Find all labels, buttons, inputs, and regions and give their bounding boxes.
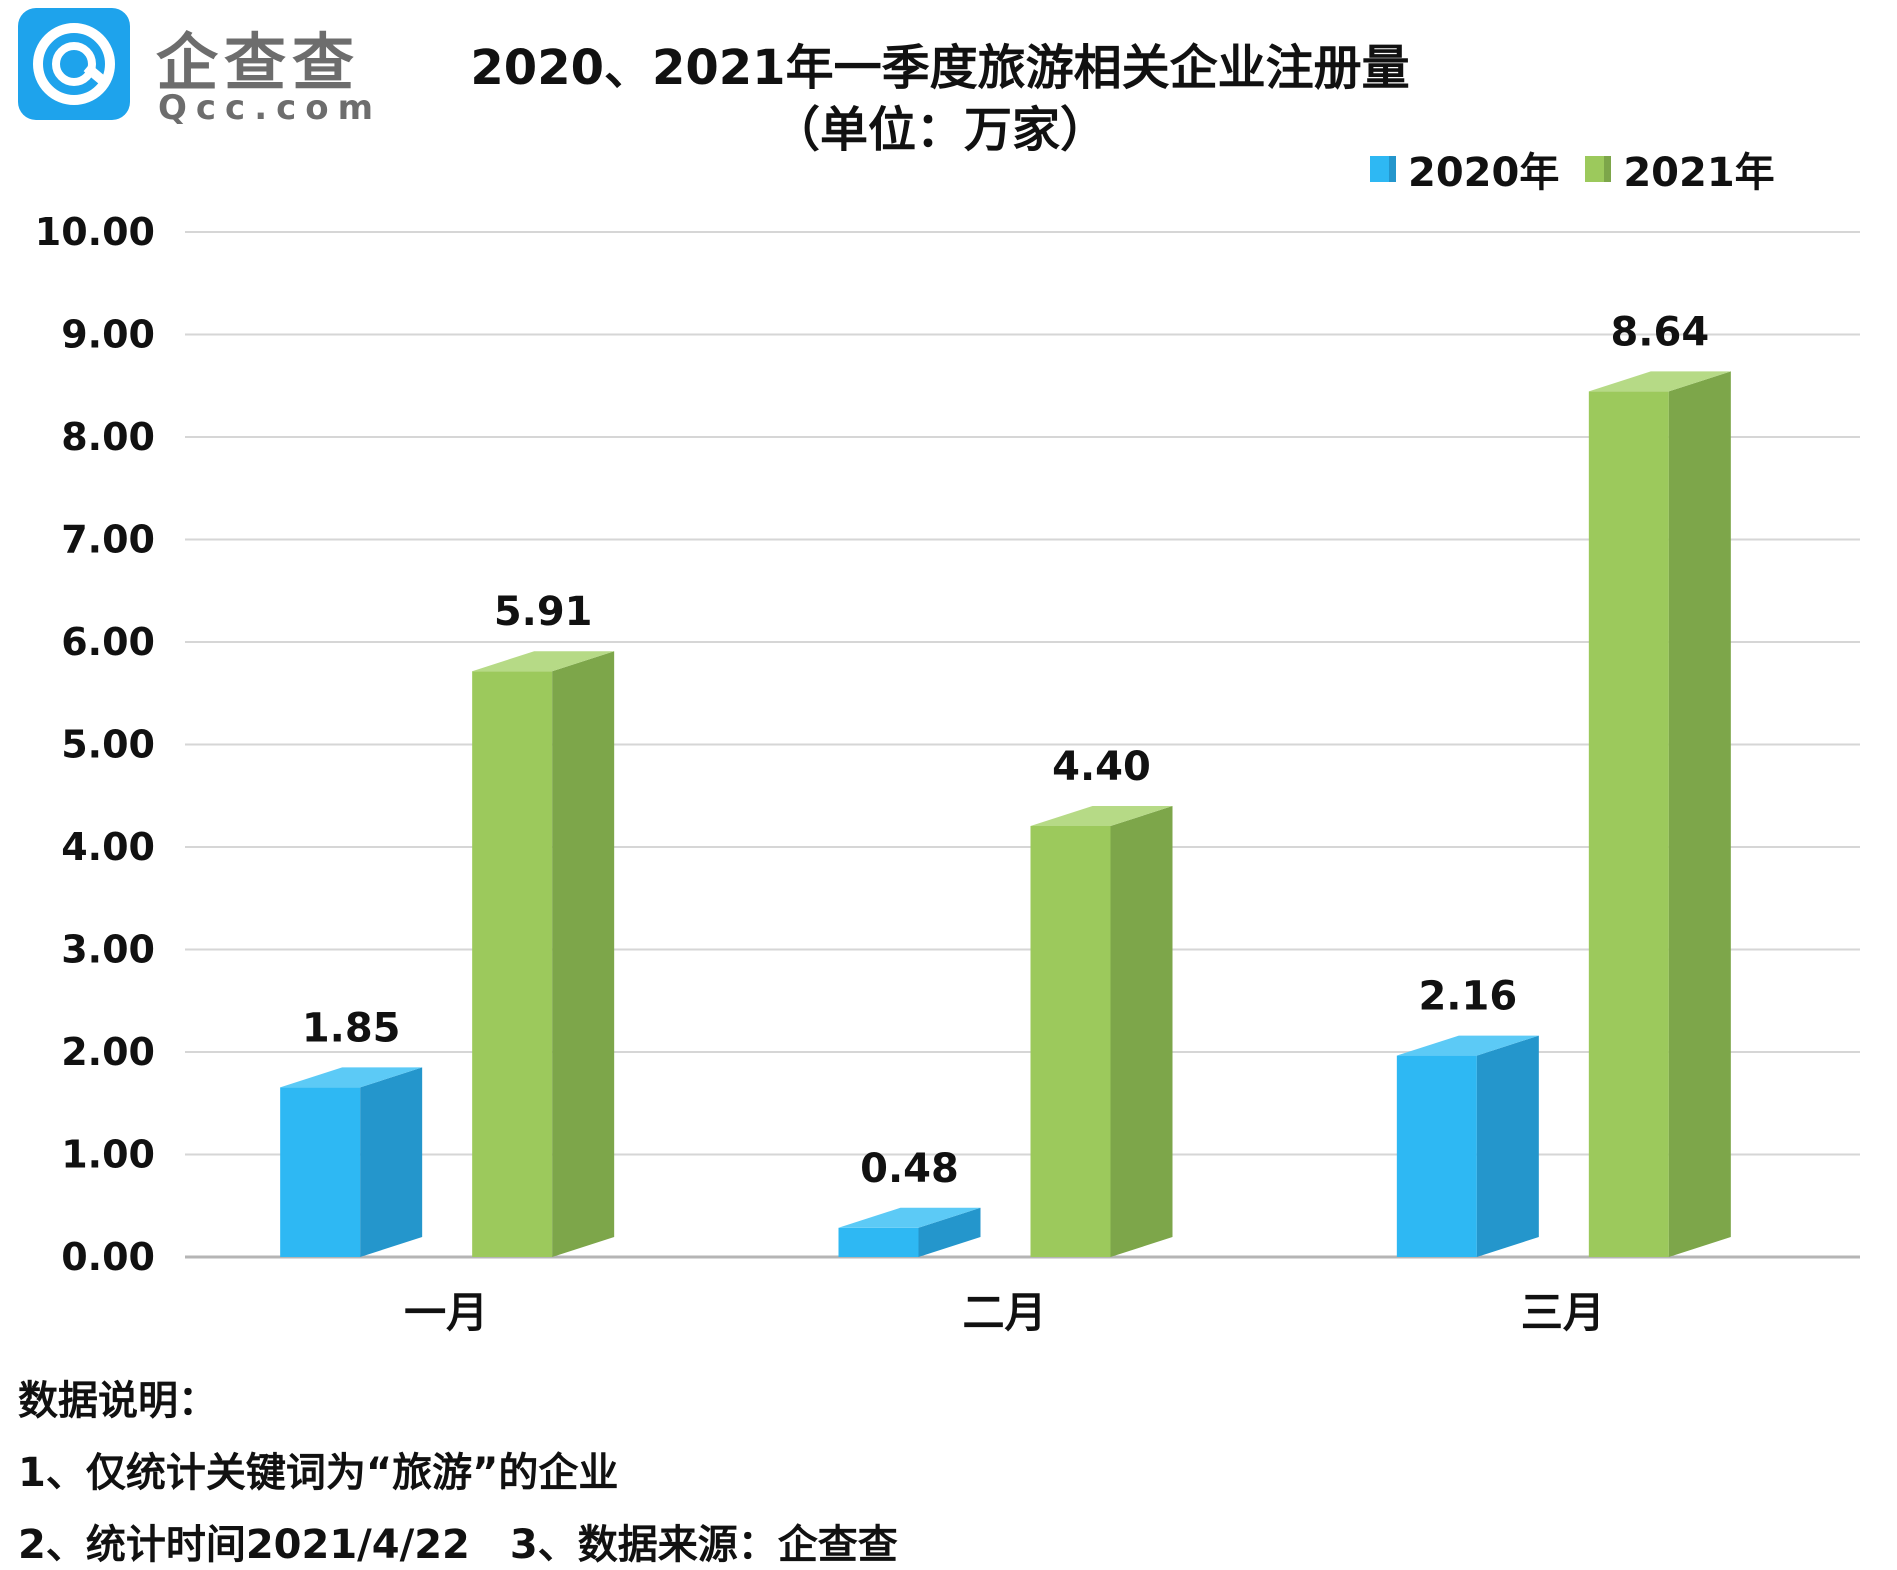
notes-line-2a: 2、统计时间2021/4/22 xyxy=(18,1522,470,1568)
x-category-label: 一月 xyxy=(404,1288,488,1337)
chart-subtitle: （单位：万家） xyxy=(771,102,1108,158)
bar-top xyxy=(280,1067,423,1088)
legend-swatch-2021 xyxy=(1585,156,1612,182)
bar-side xyxy=(918,1207,981,1257)
notes-line-2: 2、统计时间2021/4/22 3、数据来源：企查查 xyxy=(18,1512,898,1570)
bar-front xyxy=(280,1087,361,1257)
bar-value-label: 4.40 xyxy=(1052,744,1151,790)
bar-side xyxy=(1668,371,1731,1257)
logo-name-cn: 企查查 xyxy=(156,26,361,99)
bar-top xyxy=(1396,1035,1539,1056)
y-tick-label: 9.00 xyxy=(61,313,155,357)
bar-value-label: 2.16 xyxy=(1418,974,1517,1020)
bar-side xyxy=(360,1067,423,1257)
notes-heading: 数据说明： xyxy=(18,1378,218,1424)
bar-value-label: 0.48 xyxy=(860,1146,959,1192)
legend-label-2021: 2021年 xyxy=(1623,150,1775,196)
x-category-label: 二月 xyxy=(962,1288,1046,1337)
y-tick-label: 0.00 xyxy=(61,1235,155,1279)
legend-swatch-2020 xyxy=(1370,156,1396,182)
y-tick-label: 3.00 xyxy=(61,928,155,972)
legend-label-2020: 2020年 xyxy=(1408,150,1560,196)
bar-top xyxy=(1588,371,1731,392)
bar-side xyxy=(1110,806,1173,1257)
y-tick-label: 1.00 xyxy=(61,1133,155,1177)
bar-front xyxy=(1396,1055,1477,1257)
brand-logo: 企查查 Qcc.com xyxy=(18,8,398,128)
bar-value-label: 5.91 xyxy=(494,589,593,635)
bar-top xyxy=(838,1207,981,1228)
bar-side xyxy=(1476,1035,1539,1257)
chart-title: 2020、2021年一季度旅游相关企业注册量 xyxy=(470,40,1410,96)
legend: 2020年 2021年 xyxy=(1370,140,1801,198)
bar-top xyxy=(1030,806,1173,826)
notes-line-1: 1、仅统计关键词为“旅游”的企业 xyxy=(18,1450,619,1496)
bar-front xyxy=(472,671,553,1257)
bar-top xyxy=(472,651,615,672)
y-tick-label: 7.00 xyxy=(61,518,155,562)
legend-item-2021: 2021年 xyxy=(1585,140,1775,198)
y-tick-label: 10.00 xyxy=(35,210,155,254)
x-category-label: 三月 xyxy=(1521,1288,1605,1337)
y-tick-label: 8.00 xyxy=(61,415,155,459)
bar-value-label: 8.64 xyxy=(1610,309,1709,355)
legend-item-2020: 2020年 xyxy=(1370,140,1559,198)
y-tick-label: 6.00 xyxy=(61,620,155,664)
bar-side xyxy=(552,651,615,1257)
bar-front xyxy=(838,1227,919,1257)
logo-name-en: Qcc.com xyxy=(158,88,383,128)
y-tick-label: 2.00 xyxy=(61,1030,155,1074)
bar-value-label: 1.85 xyxy=(302,1005,401,1051)
logo-mark-icon xyxy=(18,8,130,120)
bar-front xyxy=(1588,391,1669,1257)
bar-front xyxy=(1030,826,1111,1257)
notes-line-2b: 3、数据来源：企查查 xyxy=(509,1522,898,1568)
y-tick-label: 4.00 xyxy=(61,825,155,869)
y-tick-label: 5.00 xyxy=(61,723,155,767)
